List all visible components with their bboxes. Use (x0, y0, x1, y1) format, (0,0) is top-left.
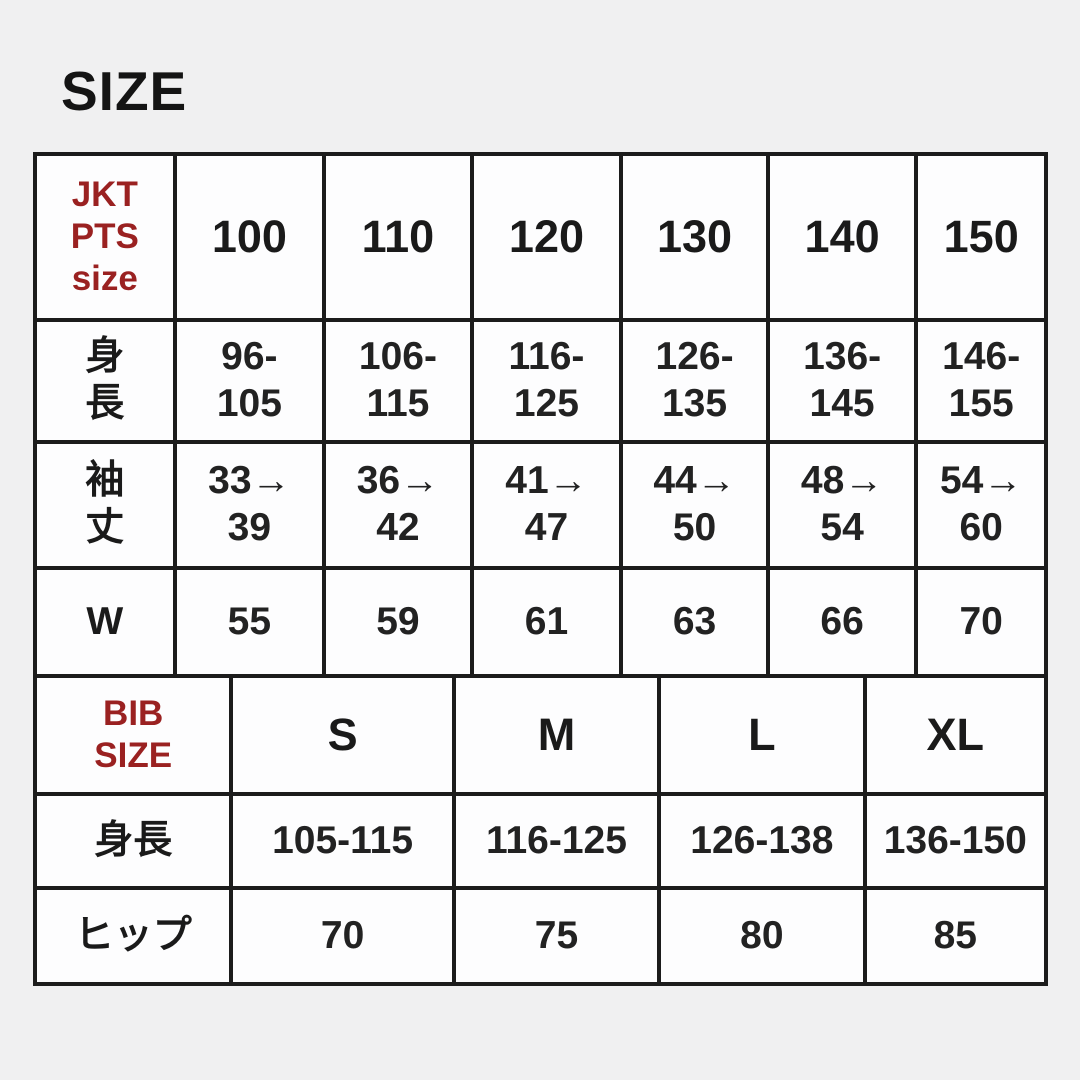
jkt-row-label-sleeve: 袖 丈 (37, 444, 173, 566)
jkt-sleeve-110: 36→ 42 (326, 444, 470, 566)
jkt-height-110: 106- 115 (326, 322, 470, 440)
bib-size-header-xl: XL (866, 678, 1044, 792)
jkt-size-header-140: 140 (769, 156, 915, 318)
jkt-height-140: 136- 145 (769, 322, 915, 440)
jkt-w-150: 70 (918, 570, 1044, 674)
bib-size-table: BIB SIZE S M L XL 身長 105-115 116-125 126… (37, 678, 1044, 982)
bib-row-label-hip: ヒップ (37, 890, 230, 982)
jkt-height-150: 146- 155 (918, 322, 1044, 440)
jkt-size-header-100: 100 (176, 156, 323, 318)
jkt-w-110: 59 (326, 570, 470, 674)
bib-height-xl: 136-150 (866, 796, 1044, 886)
bib-row-label-height: 身長 (37, 796, 230, 886)
jkt-sleeve-140: 48→ 54 (769, 444, 915, 566)
jkt-height-100: 96- 105 (176, 322, 323, 440)
jkt-size-header-120: 120 (473, 156, 620, 318)
bib-hip-l: 80 (661, 890, 863, 982)
bib-hip-m: 75 (455, 890, 658, 982)
bib-hip-xl: 85 (866, 890, 1044, 982)
bib-size-header-l: L (661, 678, 863, 792)
bib-height-m: 116-125 (455, 796, 658, 886)
jkt-size-header-150: 150 (918, 156, 1044, 318)
jkt-pts-corner-label: JKT PTS size (37, 156, 173, 318)
jkt-height-120: 116- 125 (473, 322, 620, 440)
bib-hip-s: 70 (233, 890, 452, 982)
jkt-sleeve-100: 33→ 39 (176, 444, 323, 566)
bib-corner-label: BIB SIZE (37, 678, 230, 792)
jkt-row-label-height: 身 長 (37, 322, 173, 440)
jkt-w-130: 63 (623, 570, 766, 674)
bib-size-header-m: M (455, 678, 658, 792)
jkt-size-header-110: 110 (326, 156, 470, 318)
jkt-sleeve-120: 41→ 47 (473, 444, 620, 566)
jkt-w-100: 55 (176, 570, 323, 674)
bib-height-s: 105-115 (233, 796, 452, 886)
jkt-w-120: 61 (473, 570, 620, 674)
jkt-height-130: 126- 135 (623, 322, 766, 440)
page-title: SIZE (61, 60, 188, 122)
jkt-sleeve-150: 54→ 60 (918, 444, 1044, 566)
jkt-row-label-w: W (37, 570, 173, 674)
bib-size-header-s: S (233, 678, 452, 792)
size-chart-table: JKT PTS size 100 110 120 130 140 150 身 長… (33, 152, 1048, 986)
bib-height-l: 126-138 (661, 796, 863, 886)
jkt-w-140: 66 (769, 570, 915, 674)
jkt-sleeve-130: 44→ 50 (623, 444, 766, 566)
jkt-size-header-130: 130 (623, 156, 766, 318)
jkt-pts-size-table: JKT PTS size 100 110 120 130 140 150 身 長… (37, 156, 1044, 674)
